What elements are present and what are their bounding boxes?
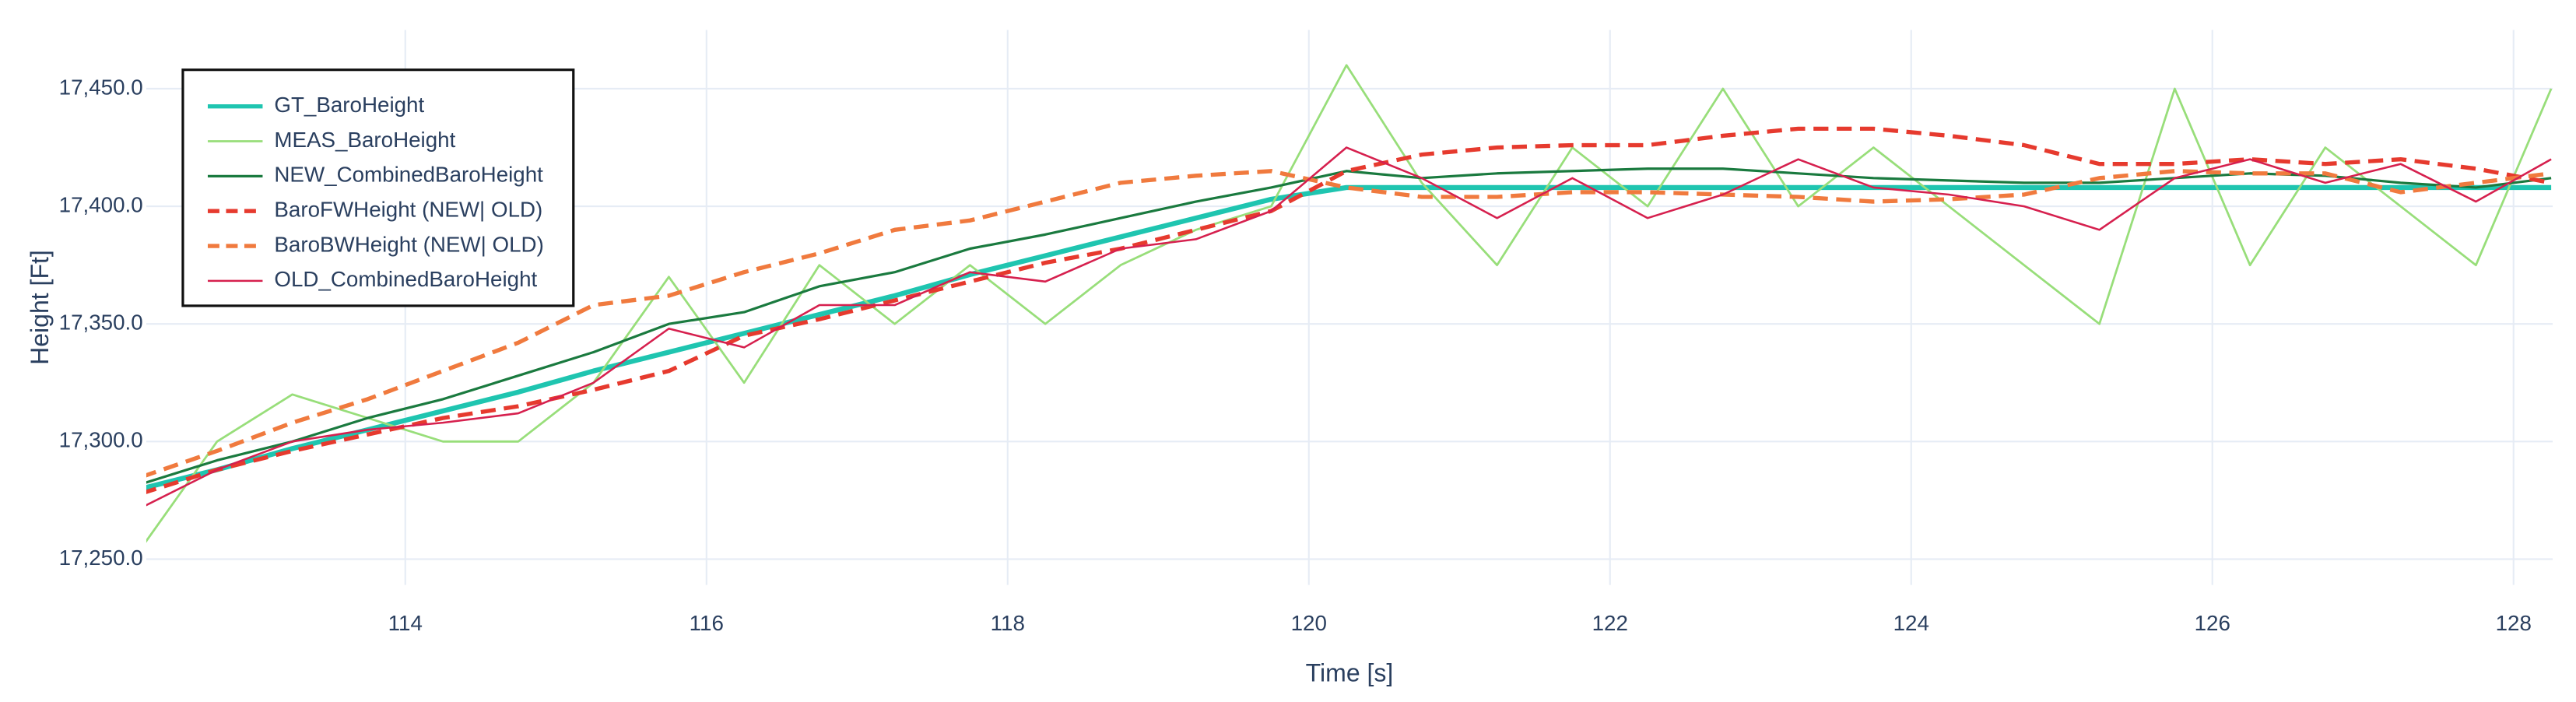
legend-label: MEAS_BaroHeight bbox=[274, 128, 455, 152]
legend-label: BaroFWHeight (NEW| OLD) bbox=[274, 198, 542, 222]
series-line bbox=[146, 169, 2552, 478]
x-tick-label: 122 bbox=[1592, 611, 1628, 635]
x-axis-title: Time [s] bbox=[1306, 658, 1394, 686]
y-tick-label: 17,350.0 bbox=[59, 311, 143, 335]
x-tick-label: 116 bbox=[690, 611, 724, 635]
y-tick-label: 17,400.0 bbox=[59, 192, 143, 216]
legend-label: NEW_CombinedBaroHeight bbox=[274, 163, 543, 187]
y-tick-label: 17,450.0 bbox=[59, 75, 143, 99]
series-line bbox=[146, 64, 2553, 543]
x-tick-label: 120 bbox=[1291, 611, 1327, 635]
legend-label: BaroBWHeight (NEW| OLD) bbox=[274, 232, 543, 256]
y-tick-label: 17,300.0 bbox=[59, 428, 143, 452]
series-line bbox=[146, 146, 2552, 507]
series-line bbox=[146, 167, 2552, 484]
legend-label: GT_BaroHeight bbox=[274, 93, 424, 117]
x-tick-label: 118 bbox=[991, 611, 1025, 635]
legend-box bbox=[181, 68, 575, 307]
legend-label: OLD_CombinedBaroHeight bbox=[274, 267, 537, 291]
series-line bbox=[146, 126, 2552, 494]
x-tick-label: 128 bbox=[2496, 611, 2532, 635]
legend: GT_BaroHeight MEAS_BaroHeight NEW_Combined… bbox=[181, 68, 575, 307]
y-axis-title: Height [Ft] bbox=[26, 250, 54, 365]
x-tick-label: 124 bbox=[1893, 611, 1929, 635]
y-tick-label: 17,250.0 bbox=[59, 546, 143, 570]
series-line bbox=[146, 184, 2552, 490]
x-tick-label: 126 bbox=[2195, 611, 2230, 635]
x-tick-label: 114 bbox=[388, 611, 423, 635]
